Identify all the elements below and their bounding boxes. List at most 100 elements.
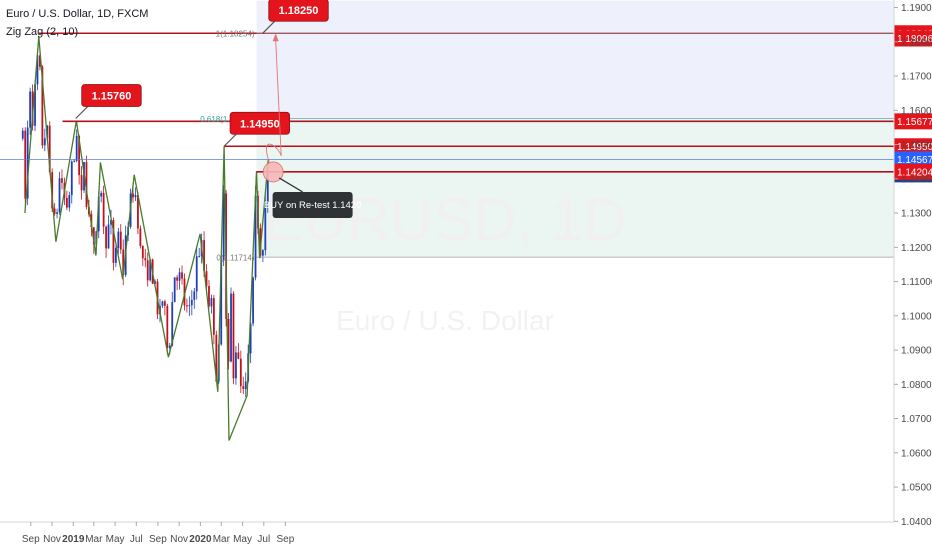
watermark-name: Euro / U.S. Dollar xyxy=(336,305,554,336)
symbol-title: Euro / U.S. Dollar, 1D, FXCM xyxy=(6,8,149,20)
candle-body xyxy=(173,277,176,303)
candle-body xyxy=(261,250,264,256)
candle-body xyxy=(166,305,169,348)
x-tick-label: Jul xyxy=(130,534,143,545)
candle-body xyxy=(244,381,247,389)
level-price-label: 1.14204 xyxy=(897,167,932,178)
y-tick-label: 1.11000 xyxy=(901,277,932,288)
candle-body xyxy=(107,224,110,249)
candle-body xyxy=(203,240,205,272)
candle-body xyxy=(34,84,36,126)
y-tick-label: 1.15000 xyxy=(901,140,932,151)
x-tick-label: Sep xyxy=(276,534,294,545)
y-tick-label: 1.19000 xyxy=(901,3,932,14)
y-tick-label: 1.14000 xyxy=(901,174,932,185)
callout-box xyxy=(81,84,142,107)
candle-body xyxy=(146,260,149,281)
candle-body xyxy=(139,228,142,246)
candle-body xyxy=(254,195,257,278)
callout-label: 1.15760 xyxy=(92,91,132,103)
candle-body xyxy=(230,293,232,362)
candle-body xyxy=(144,258,147,261)
annotation-label: BUY on Re-test 1.1420 xyxy=(264,200,362,211)
y-tick-label: 1.13000 xyxy=(901,209,932,220)
level-price-box xyxy=(894,113,932,130)
candle-body xyxy=(215,334,218,382)
candle-body xyxy=(178,272,181,281)
candle-body xyxy=(119,231,122,250)
candle-body xyxy=(176,277,179,281)
candle-body xyxy=(222,193,225,260)
candle-body xyxy=(24,130,27,199)
candle-body xyxy=(85,162,88,207)
candle-body xyxy=(208,286,210,307)
x-tick-label: Mar xyxy=(85,534,103,545)
candle-body xyxy=(68,195,71,208)
current-price-label: 1.14567 xyxy=(897,155,932,166)
fib-label: 1(1.18254) xyxy=(216,30,255,39)
level-price-label: 1.15677 xyxy=(897,117,932,128)
x-tick-label: May xyxy=(106,534,125,545)
candle-body xyxy=(56,212,58,214)
candle-body xyxy=(242,386,245,389)
x-tick-label: Sep xyxy=(22,534,40,545)
candle-body xyxy=(65,197,68,208)
annotation-pointer xyxy=(278,177,303,193)
callout-box xyxy=(229,111,290,135)
candle-body xyxy=(183,278,186,306)
y-tick-label: 1.17000 xyxy=(901,72,932,83)
candle-body xyxy=(137,195,139,229)
candle-body xyxy=(75,135,78,161)
candle-body xyxy=(239,358,242,387)
x-tick-label: 2019 xyxy=(62,534,85,545)
y-tick-label: 1.09000 xyxy=(901,346,932,357)
candle-body xyxy=(198,256,201,258)
candle-body xyxy=(53,208,56,214)
x-tick-label: Nov xyxy=(43,534,61,545)
candle-body xyxy=(163,301,166,306)
candle-body xyxy=(264,202,267,251)
fib-label: 0.618(1.15756) xyxy=(200,115,255,124)
level-price-box xyxy=(894,163,932,180)
current-price-box xyxy=(894,151,932,168)
candle-body xyxy=(48,125,51,173)
callout-label: 1.18250 xyxy=(279,5,319,17)
candle-body xyxy=(186,305,188,307)
y-tick-label: 1.06000 xyxy=(901,448,932,459)
candle-body xyxy=(232,293,235,379)
level-price-label: 1.14950 xyxy=(897,142,932,153)
candle-body xyxy=(92,227,95,245)
candle-body xyxy=(134,195,137,198)
candle-body xyxy=(39,55,41,67)
candle-body xyxy=(21,130,24,139)
projected-arrowhead xyxy=(272,33,279,42)
candle-body xyxy=(205,271,208,287)
candle-body xyxy=(181,272,183,279)
candle-body xyxy=(110,220,112,225)
candle-body xyxy=(114,248,117,263)
y-tick-label: 1.10000 xyxy=(901,311,932,322)
candle-body xyxy=(235,352,237,379)
callout-pointer xyxy=(75,106,89,119)
y-tick-label: 1.08000 xyxy=(901,380,932,391)
candle-body xyxy=(73,160,76,162)
candle-body xyxy=(122,249,125,275)
candle-body xyxy=(252,277,254,324)
y-tick-label: 1.04000 xyxy=(901,517,932,528)
x-tick-label: Jul xyxy=(257,534,270,545)
candle-body xyxy=(80,175,83,191)
callout-label: 1.14950 xyxy=(240,118,280,130)
candle-body xyxy=(70,161,73,196)
candle-body xyxy=(161,301,164,306)
candle-body xyxy=(97,196,100,232)
callout-pointer xyxy=(262,20,276,34)
callout-box xyxy=(268,0,329,22)
candle-body xyxy=(117,231,120,249)
y-tick-label: 1.18000 xyxy=(901,37,932,48)
projection-fib-zone xyxy=(256,118,894,258)
candle-body xyxy=(141,245,144,259)
y-tick-label: 1.16000 xyxy=(901,106,932,117)
y-tick-label: 1.07000 xyxy=(901,414,932,425)
